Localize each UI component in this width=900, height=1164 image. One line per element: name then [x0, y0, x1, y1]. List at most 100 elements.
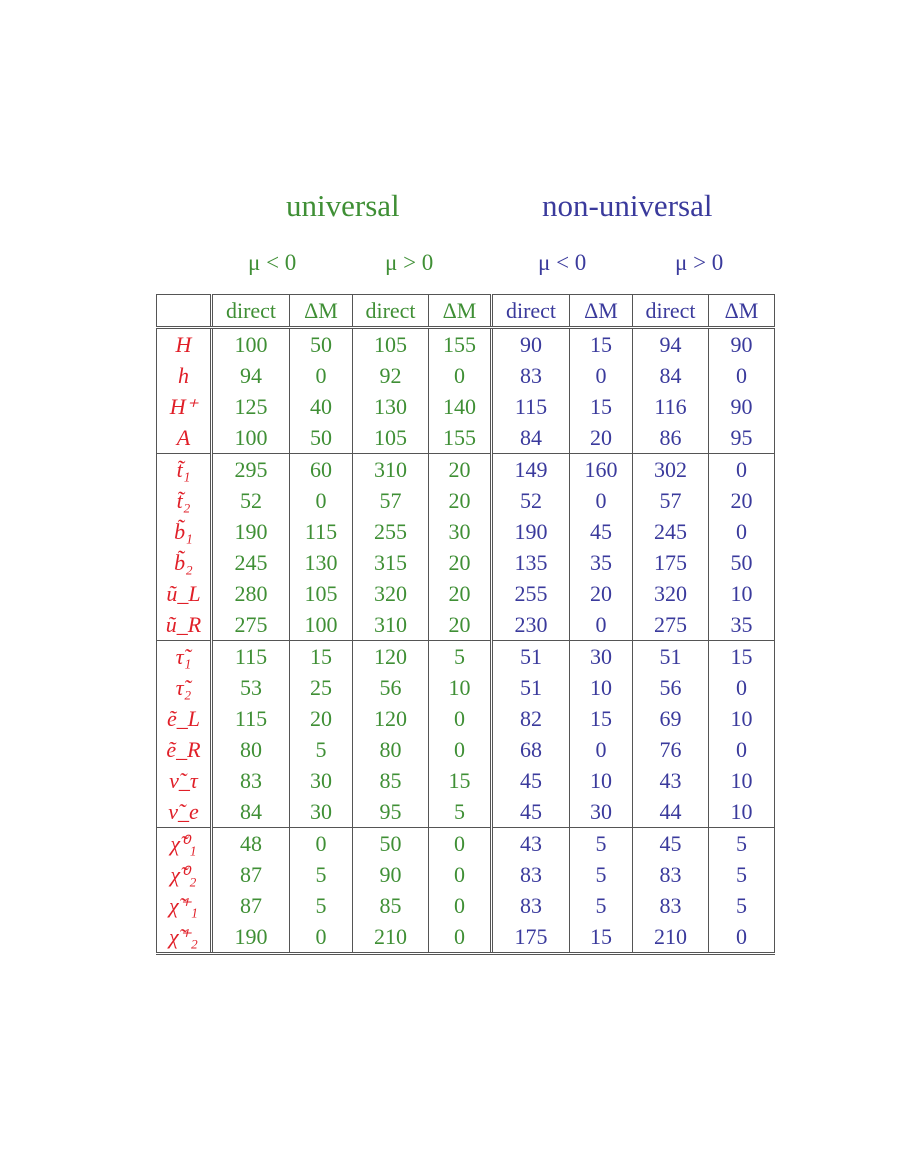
value-cell: 230: [490, 609, 570, 641]
value-cell: 105: [352, 422, 429, 454]
column-header: ΔM: [569, 294, 633, 329]
value-cell: 87: [210, 859, 290, 890]
value-cell: 85: [352, 890, 429, 921]
group-universal: universal: [286, 188, 400, 223]
table-row: ũ_R 275 100 310 20 230 0 275 35: [156, 609, 775, 641]
value-cell: 275: [632, 609, 709, 641]
value-cell: 275: [210, 609, 290, 641]
particle-label: χ̃⁰₂: [156, 859, 212, 890]
value-cell: 0: [569, 485, 633, 516]
value-cell: 90: [490, 327, 570, 360]
value-cell: 155: [428, 422, 492, 454]
column-header: direct: [210, 294, 290, 329]
value-cell: 48: [210, 827, 290, 859]
value-cell: 190: [210, 921, 290, 955]
value-cell: 25: [289, 672, 353, 703]
value-cell: 35: [708, 609, 775, 641]
particle-label: χ̃⁺₁: [156, 890, 212, 921]
value-cell: 0: [289, 827, 353, 859]
particle-label: H: [156, 327, 212, 360]
value-cell: 83: [490, 360, 570, 391]
table-row: ν̃_e 84 30 95 5 45 30 44 10: [156, 796, 775, 828]
value-cell: 5: [428, 640, 492, 672]
table-row: ẽ_L 115 20 120 0 82 15 69 10: [156, 703, 775, 734]
value-cell: 76: [632, 734, 709, 765]
value-cell: 280: [210, 578, 290, 609]
value-cell: 52: [490, 485, 570, 516]
value-cell: 51: [632, 640, 709, 672]
value-cell: 57: [352, 485, 429, 516]
value-cell: 210: [632, 921, 709, 955]
value-cell: 0: [289, 921, 353, 955]
particle-label: ũ_L: [156, 578, 212, 609]
value-cell: 83: [632, 859, 709, 890]
value-cell: 45: [632, 827, 709, 859]
table-row: b̃₁ 190 115 255 30 190 45 245 0: [156, 516, 775, 547]
value-cell: 15: [428, 765, 492, 796]
value-cell: 190: [490, 516, 570, 547]
value-cell: 310: [352, 609, 429, 641]
value-cell: 95: [708, 422, 775, 454]
particle-label: τ̃₂: [156, 672, 212, 703]
value-cell: 57: [632, 485, 709, 516]
particle-label: t̃₁: [156, 453, 212, 485]
value-cell: 50: [352, 827, 429, 859]
value-cell: 245: [210, 547, 290, 578]
value-cell: 15: [289, 640, 353, 672]
value-cell: 51: [490, 640, 570, 672]
table-row: χ̃⁰₁ 48 0 50 0 43 5 45 5: [156, 827, 775, 859]
value-cell: 60: [289, 453, 353, 485]
particle-label: ẽ_L: [156, 703, 212, 734]
value-cell: 0: [569, 734, 633, 765]
value-cell: 50: [289, 422, 353, 454]
corner-cell: [156, 294, 212, 329]
mu-neg-non-universal: μ < 0: [538, 250, 587, 275]
value-cell: 56: [632, 672, 709, 703]
table-row: χ̃⁺₂ 190 0 210 0 175 15 210 0: [156, 921, 775, 955]
value-cell: 20: [428, 578, 492, 609]
mass-table: direct ΔM direct ΔM direct ΔM direct ΔM …: [156, 294, 775, 955]
value-cell: 130: [289, 547, 353, 578]
value-cell: 84: [210, 796, 290, 828]
particle-label: χ̃⁰₁: [156, 827, 212, 859]
value-cell: 302: [632, 453, 709, 485]
value-cell: 90: [708, 391, 775, 422]
mu-pos-universal: μ > 0: [385, 250, 434, 275]
column-header: direct: [490, 294, 570, 329]
value-cell: 83: [210, 765, 290, 796]
value-cell: 20: [428, 547, 492, 578]
value-cell: 0: [289, 485, 353, 516]
value-cell: 0: [708, 453, 775, 485]
value-cell: 20: [428, 453, 492, 485]
value-cell: 85: [352, 765, 429, 796]
particle-label: t̃₂: [156, 485, 212, 516]
column-header: ΔM: [708, 294, 775, 329]
value-cell: 35: [569, 547, 633, 578]
particle-label: b̃₂: [156, 547, 212, 578]
value-cell: 245: [632, 516, 709, 547]
value-cell: 30: [569, 796, 633, 828]
value-cell: 83: [490, 890, 570, 921]
value-cell: 5: [569, 890, 633, 921]
value-cell: 125: [210, 391, 290, 422]
particle-label: ν̃_τ: [156, 765, 212, 796]
group-header-row: universal non-universal: [156, 188, 774, 236]
value-cell: 160: [569, 453, 633, 485]
particle-label: ν̃_e: [156, 796, 212, 828]
value-cell: 100: [210, 422, 290, 454]
value-cell: 20: [428, 485, 492, 516]
value-cell: 44: [632, 796, 709, 828]
mu-header-row: μ < 0 μ > 0 μ < 0 μ > 0: [156, 236, 774, 294]
value-cell: 15: [708, 640, 775, 672]
value-cell: 155: [428, 327, 492, 360]
table-row: A 100 50 105 155 84 20 86 95: [156, 422, 775, 454]
value-cell: 0: [428, 890, 492, 921]
table-row: ẽ_R 80 5 80 0 68 0 76 0: [156, 734, 775, 765]
value-cell: 68: [490, 734, 570, 765]
value-cell: 52: [210, 485, 290, 516]
value-cell: 105: [352, 327, 429, 360]
value-cell: 84: [632, 360, 709, 391]
column-header: ΔM: [428, 294, 492, 329]
particle-label: ẽ_R: [156, 734, 212, 765]
value-cell: 53: [210, 672, 290, 703]
